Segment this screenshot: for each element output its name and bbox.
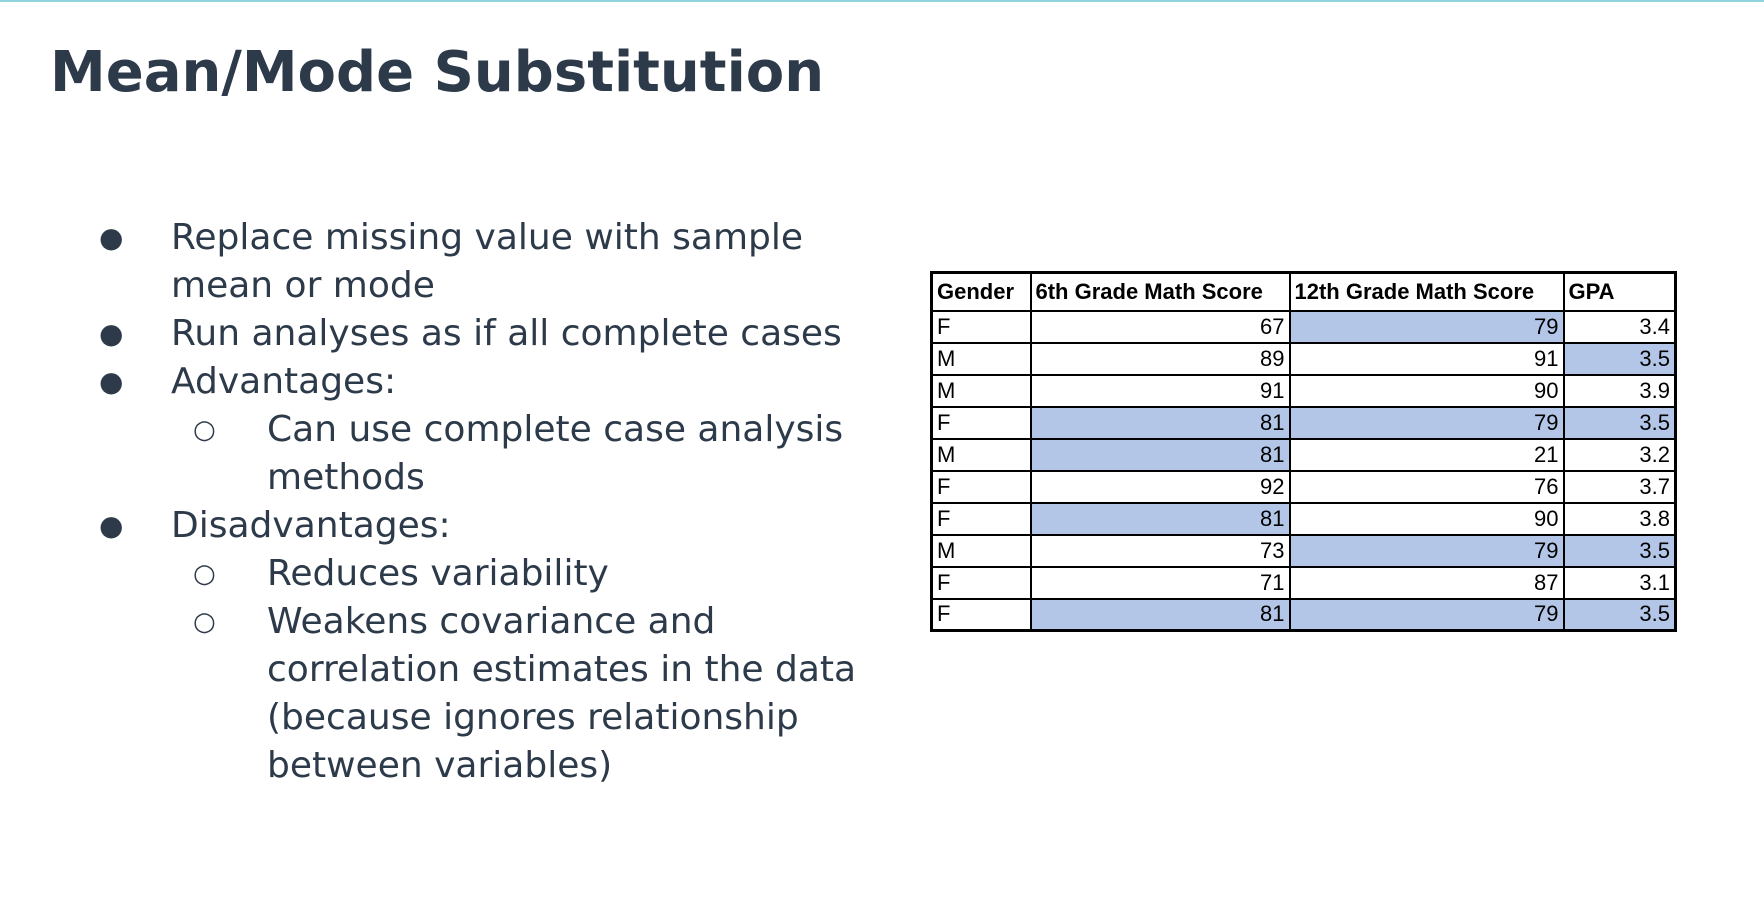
cell-6th-grade-math-score: 92 <box>1029 469 1291 504</box>
bullet-dot-icon: ● <box>99 365 124 398</box>
cell-12th-grade-math-score: 79 <box>1288 405 1565 440</box>
bullet-item: ● Advantages: <box>95 358 885 406</box>
cell-6th-grade-math-score: 81 <box>1029 405 1291 440</box>
cell-gpa: 3.5 <box>1562 405 1677 440</box>
bullet-dot-icon: ● <box>99 509 124 542</box>
sub-bullet-text: Reduces variability <box>267 553 609 594</box>
cell-6th-grade-math-score: 71 <box>1029 565 1291 600</box>
cell-12th-grade-math-score: 21 <box>1288 437 1565 472</box>
column-header-gpa: GPA <box>1562 271 1677 312</box>
table-row: F 81 90 3.8 <box>930 501 1677 536</box>
table-row: M 91 90 3.9 <box>930 373 1677 408</box>
cell-6th-grade-math-score: 81 <box>1029 501 1291 536</box>
sub-bullet-item: ○ Weakens covariance and correlation est… <box>95 598 885 790</box>
table-row: F 67 79 3.4 <box>930 309 1677 344</box>
cell-6th-grade-math-score: 73 <box>1029 533 1291 568</box>
cell-gender: M <box>930 373 1032 408</box>
cell-gpa: 3.1 <box>1562 565 1677 600</box>
bullet-text: Run analyses as if all complete cases <box>171 313 842 354</box>
top-accent-line <box>0 0 1764 2</box>
sub-bullet-item: ○ Reduces variability <box>95 550 885 598</box>
table-row: M 89 91 3.5 <box>930 341 1677 376</box>
bullet-circle-icon: ○ <box>193 559 216 589</box>
table-header-row: Gender 6th Grade Math Score 12th Grade M… <box>930 271 1677 312</box>
cell-12th-grade-math-score: 87 <box>1288 565 1565 600</box>
cell-12th-grade-math-score: 90 <box>1288 501 1565 536</box>
slide-title: Mean/Mode Substitution <box>50 40 825 105</box>
cell-6th-grade-math-score: 67 <box>1029 309 1291 344</box>
cell-gpa: 3.5 <box>1562 341 1677 376</box>
bullet-item: ● Run analyses as if all complete cases <box>95 310 885 358</box>
cell-12th-grade-math-score: 76 <box>1288 469 1565 504</box>
cell-gpa: 3.7 <box>1562 469 1677 504</box>
cell-12th-grade-math-score: 90 <box>1288 373 1565 408</box>
bullet-text: Disadvantages: <box>171 505 451 546</box>
bullet-dot-icon: ● <box>99 221 124 254</box>
sub-bullet-text: Can use complete case analysis methods <box>267 409 844 498</box>
bullet-text: Advantages: <box>171 361 397 402</box>
cell-gender: M <box>930 533 1032 568</box>
bullet-list: ● Replace missing value with sample mean… <box>95 214 885 790</box>
column-header-12th-grade-math-score: 12th Grade Math Score <box>1288 271 1565 312</box>
sub-bullet-text: Weakens covariance and correlation estim… <box>267 601 857 786</box>
bullet-dot-icon: ● <box>99 317 124 350</box>
cell-gender: F <box>930 565 1032 600</box>
bullet-circle-icon: ○ <box>193 415 216 445</box>
table-row: F 92 76 3.7 <box>930 469 1677 504</box>
table-row: F 81 79 3.5 <box>930 597 1677 632</box>
cell-gender: M <box>930 341 1032 376</box>
cell-gender: F <box>930 309 1032 344</box>
cell-gender: M <box>930 437 1032 472</box>
cell-12th-grade-math-score: 79 <box>1288 533 1565 568</box>
imputed-data-table: Gender 6th Grade Math Score 12th Grade M… <box>930 271 1677 632</box>
cell-6th-grade-math-score: 81 <box>1029 597 1291 632</box>
cell-6th-grade-math-score: 89 <box>1029 341 1291 376</box>
bullet-item: ● Replace missing value with sample mean… <box>95 214 885 310</box>
column-header-6th-grade-math-score: 6th Grade Math Score <box>1029 271 1291 312</box>
bullet-circle-icon: ○ <box>193 607 216 637</box>
cell-6th-grade-math-score: 81 <box>1029 437 1291 472</box>
cell-gender: F <box>930 405 1032 440</box>
cell-gender: F <box>930 469 1032 504</box>
cell-gender: F <box>930 597 1032 632</box>
cell-gpa: 3.5 <box>1562 533 1677 568</box>
cell-gpa: 3.8 <box>1562 501 1677 536</box>
cell-6th-grade-math-score: 91 <box>1029 373 1291 408</box>
bullet-item: ● Disadvantages: <box>95 502 885 550</box>
bullet-text: Replace missing value with sample mean o… <box>171 217 804 306</box>
cell-gpa: 3.5 <box>1562 597 1677 632</box>
cell-12th-grade-math-score: 79 <box>1288 309 1565 344</box>
cell-gpa: 3.9 <box>1562 373 1677 408</box>
cell-gpa: 3.2 <box>1562 437 1677 472</box>
cell-12th-grade-math-score: 91 <box>1288 341 1565 376</box>
table-row: M 81 21 3.2 <box>930 437 1677 472</box>
column-header-gender: Gender <box>930 271 1032 312</box>
table-row: F 81 79 3.5 <box>930 405 1677 440</box>
sub-bullet-item: ○ Can use complete case analysis methods <box>95 406 885 502</box>
cell-12th-grade-math-score: 79 <box>1288 597 1565 632</box>
table-row: F 71 87 3.1 <box>930 565 1677 600</box>
cell-gender: F <box>930 501 1032 536</box>
cell-gpa: 3.4 <box>1562 309 1677 344</box>
table-row: M 73 79 3.5 <box>930 533 1677 568</box>
